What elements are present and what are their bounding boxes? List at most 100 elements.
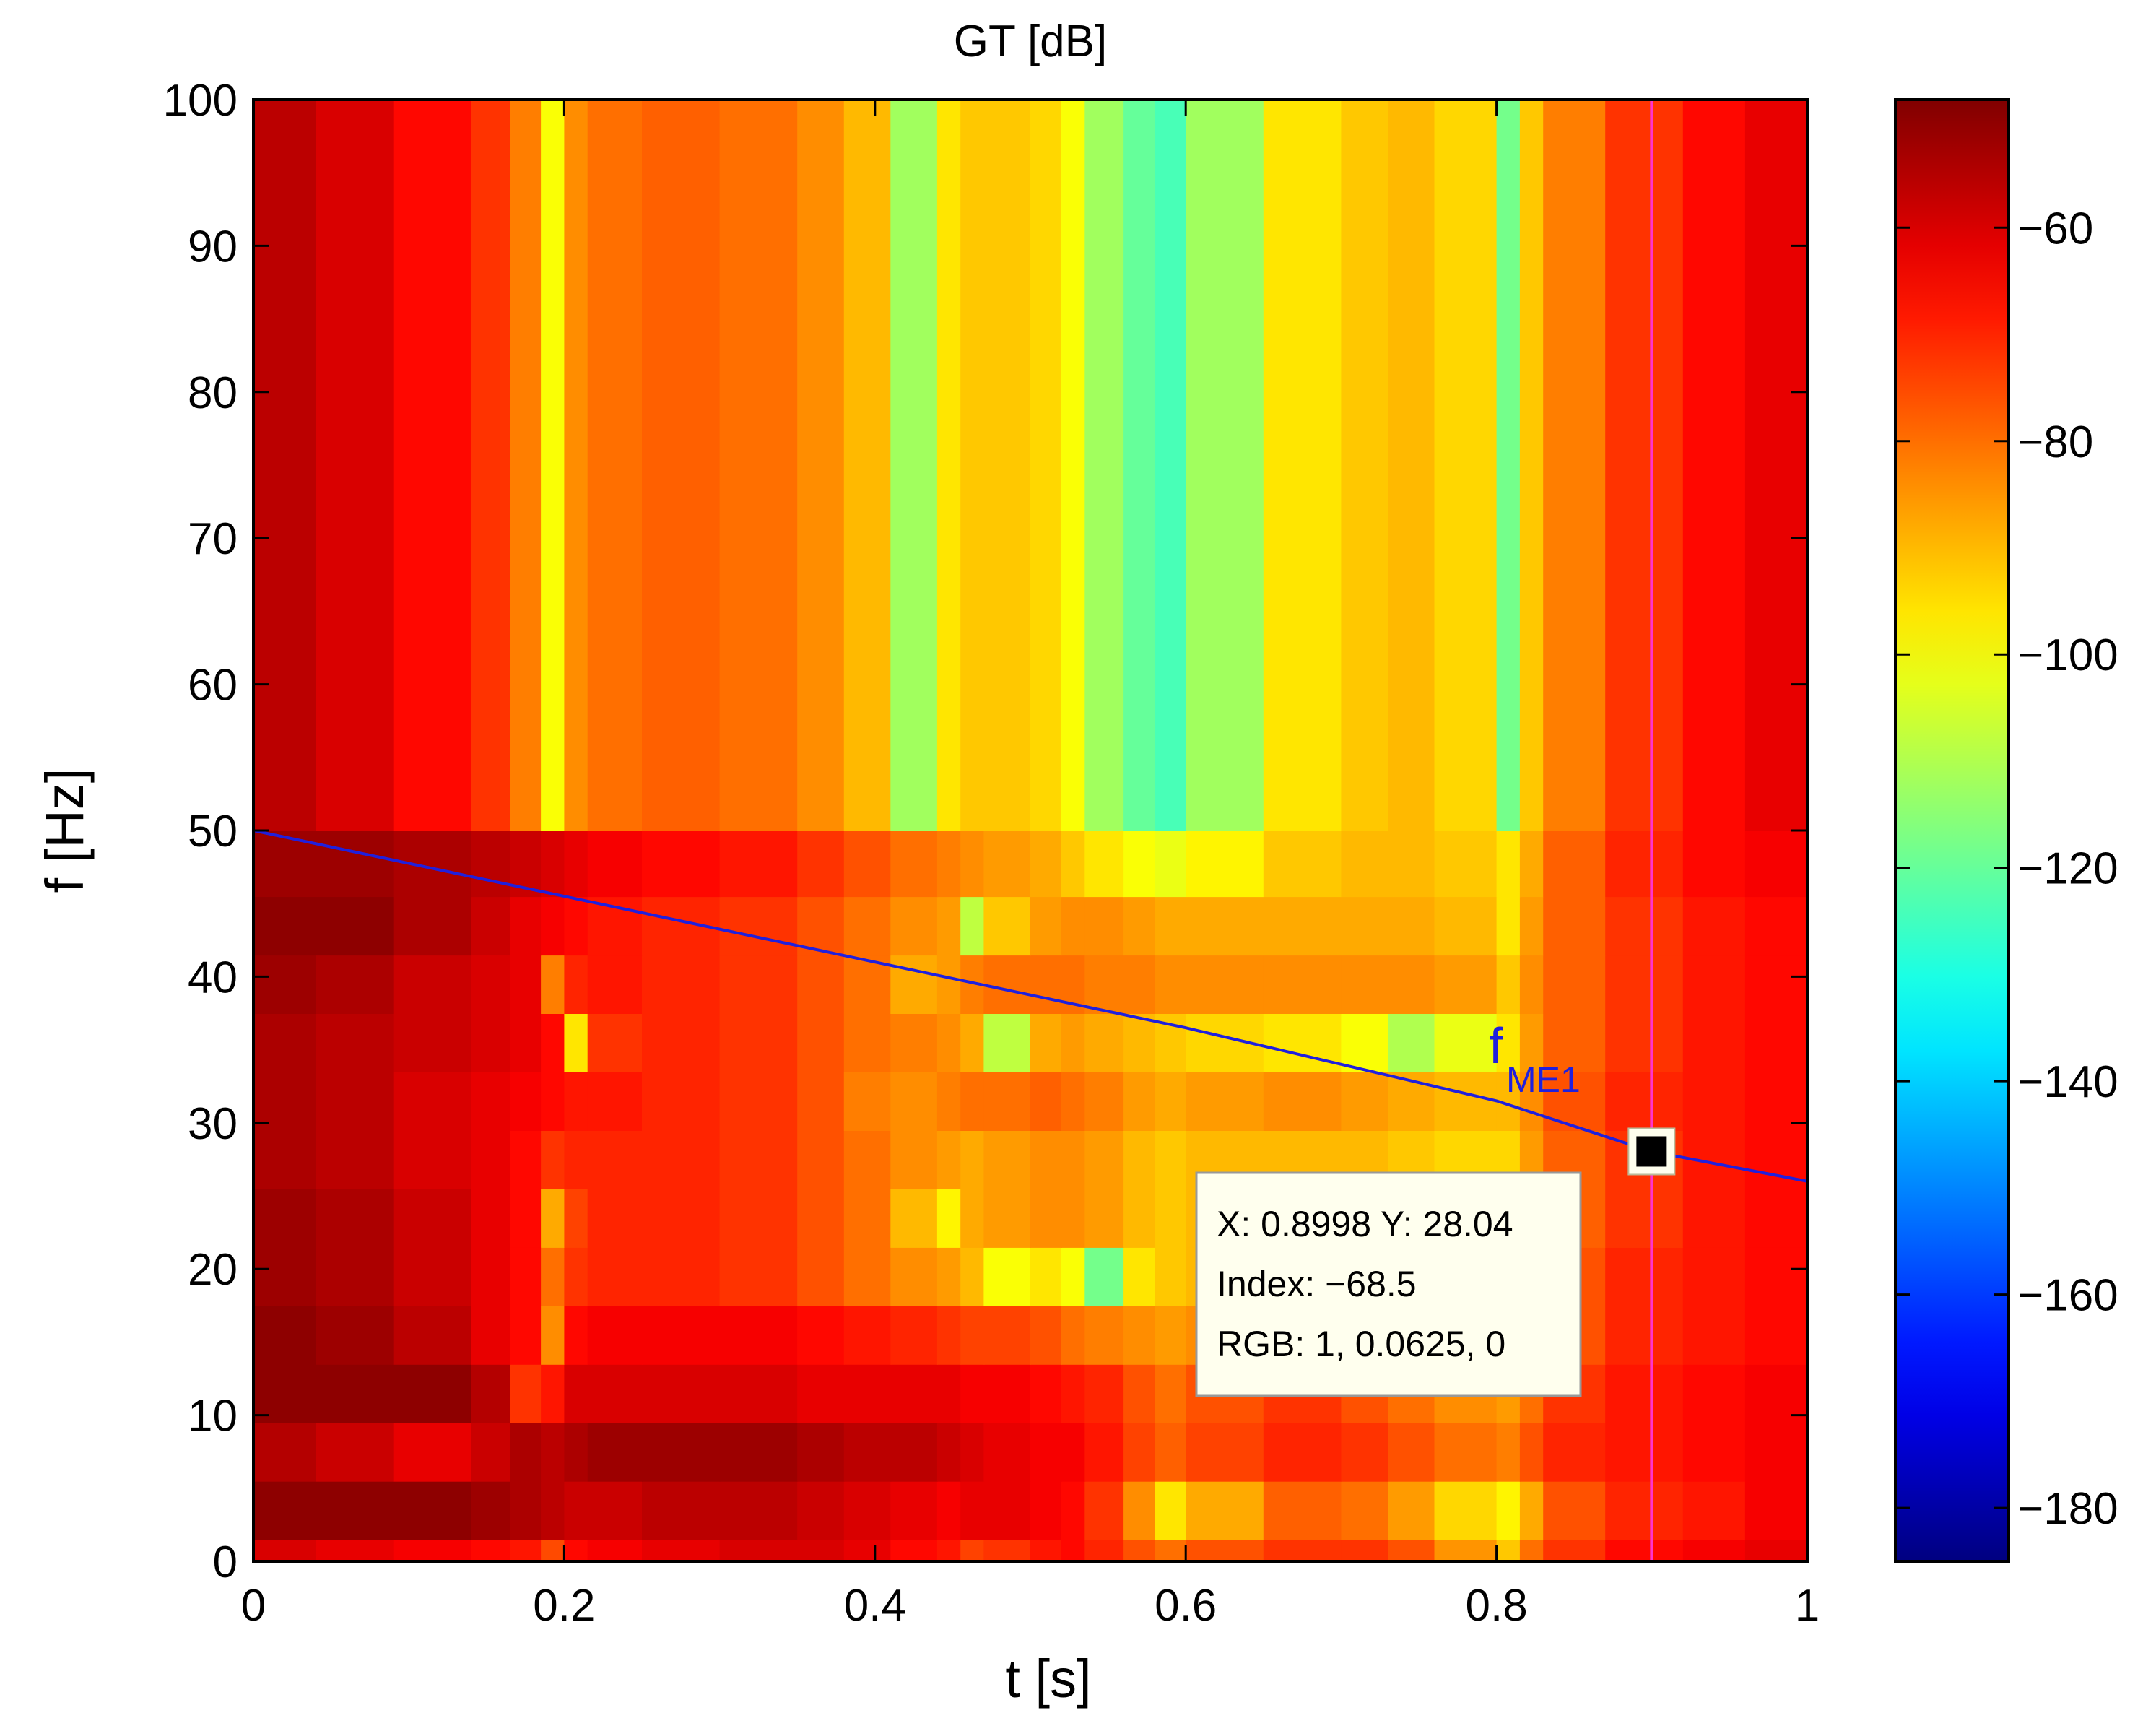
- heatmap-cell: [541, 1129, 565, 1189]
- heatmap-cell: [719, 1188, 799, 1248]
- y-axis: 0 10 20 30 40 50 60 70 80 90 100: [163, 76, 1807, 1587]
- heatmap-cell: [564, 1480, 588, 1540]
- heatmap-cell: [642, 1539, 721, 1561]
- heatmap-cell: [1388, 896, 1435, 956]
- heatmap-cell: [1084, 100, 1125, 831]
- heatmap-cell: [1434, 1539, 1498, 1561]
- heatmap-cell: [1388, 1422, 1435, 1482]
- heatmap-cell: [587, 1129, 643, 1189]
- heatmap-cell: [510, 1246, 542, 1306]
- colorbar-tick-label: −140: [2017, 1057, 2118, 1107]
- heatmap-cell: [1682, 1480, 1746, 1540]
- heatmap-cell: [1061, 1013, 1086, 1072]
- heatmap-cell: [797, 1013, 845, 1072]
- heatmap-cell: [1605, 100, 1684, 831]
- heatmap-cell: [1341, 1072, 1388, 1131]
- heatmap-cell: [843, 1539, 892, 1561]
- heatmap-cell: [1682, 100, 1746, 831]
- x-tick-label: 0.4: [844, 1581, 906, 1631]
- heatmap-cell: [316, 830, 394, 898]
- heatmap-cell: [960, 1188, 985, 1248]
- y-tick-label: 70: [188, 514, 238, 564]
- heatmap-cell: [1030, 1246, 1062, 1306]
- heatmap-cell: [587, 1480, 643, 1540]
- heatmap-cell: [316, 1013, 394, 1072]
- heatmap-cell: [1263, 100, 1342, 831]
- data-tip-line-xy: X: 0.8998 Y: 28.04: [1217, 1204, 1513, 1244]
- heatmap-cell: [541, 1422, 565, 1482]
- heatmap-cell: [843, 1013, 892, 1072]
- heatmap-cell: [587, 896, 643, 956]
- heatmap-cell: [1605, 1072, 1684, 1131]
- heatmap-cell: [1123, 1246, 1156, 1306]
- heatmap-cell: [960, 1072, 985, 1131]
- y-tick-label: 60: [188, 661, 238, 711]
- heatmap-cell: [642, 1129, 721, 1189]
- heatmap-cell: [797, 1072, 845, 1131]
- heatmap-cell: [1682, 1072, 1746, 1131]
- heatmap-cell: [983, 1422, 1031, 1482]
- heatmap-cell: [1543, 1422, 1607, 1482]
- heatmap-cell: [564, 100, 588, 831]
- y-axis-label: f [Hz]: [35, 768, 95, 893]
- heatmap-cell: [1084, 1072, 1125, 1131]
- heatmap-cell: [843, 1129, 892, 1189]
- heatmap-cell: [1605, 1539, 1684, 1561]
- heatmap-cell: [1543, 830, 1607, 898]
- heatmap-cell: [1030, 1188, 1062, 1248]
- heatmap-cell: [936, 1422, 962, 1482]
- heatmap-cell: [1496, 1422, 1521, 1482]
- heatmap-cell: [253, 896, 317, 956]
- heatmap-cell: [316, 1305, 394, 1365]
- heatmap-cell: [471, 830, 511, 898]
- heatmap-cell: [1061, 830, 1086, 898]
- heatmap-cell: [1682, 1013, 1746, 1072]
- heatmap-cell: [936, 1305, 962, 1365]
- heatmap-cell: [843, 1072, 892, 1131]
- heatmap-cell: [510, 1188, 542, 1248]
- colorbar-tick-label: −160: [2017, 1271, 2118, 1321]
- heatmap-cell: [1682, 1305, 1746, 1365]
- heatmap-cell: [1496, 1480, 1521, 1540]
- heatmap-cell: [587, 1246, 643, 1306]
- heatmap-cell: [936, 1539, 962, 1561]
- heatmap-cell: [1263, 1013, 1342, 1072]
- cursor-marker: [1636, 1136, 1667, 1167]
- heatmap-cell: [541, 1072, 565, 1131]
- heatmap-cell: [642, 1246, 721, 1306]
- heatmap-cell: [843, 1246, 892, 1306]
- heatmap-cell: [1388, 955, 1435, 1014]
- heatmap-cell: [1186, 1422, 1264, 1482]
- heatmap-cell: [1030, 896, 1062, 956]
- heatmap-cell: [510, 1422, 542, 1482]
- heatmap-cell: [1123, 830, 1156, 898]
- heatmap-cell: [983, 896, 1031, 956]
- heatmap-cell: [936, 1013, 962, 1072]
- heatmap-cell: [642, 830, 721, 898]
- heatmap-cell: [564, 1013, 588, 1072]
- heatmap-cell: [1155, 100, 1187, 831]
- heatmap-cell: [471, 955, 511, 1014]
- heatmap-cell: [1744, 1363, 1807, 1423]
- heatmap-cell: [1434, 830, 1498, 898]
- heatmap-cell: [316, 1539, 394, 1561]
- heatmap-cell: [797, 896, 845, 956]
- heatmap-cell: [316, 955, 394, 1014]
- data-tip-line-rgb: RGB: 1, 0.0625, 0: [1217, 1324, 1505, 1364]
- y-tick-label: 80: [188, 368, 238, 418]
- heatmap-cell: [1519, 830, 1544, 898]
- heatmap-cell: [890, 1013, 938, 1072]
- heatmap-cell: [541, 1539, 565, 1561]
- heatmap-cell: [564, 830, 588, 898]
- heatmap-cell: [1084, 1539, 1125, 1561]
- heatmap-cell: [393, 1129, 472, 1189]
- x-tick-label: 0: [241, 1581, 266, 1631]
- heatmap-cell: [1682, 1539, 1746, 1561]
- heatmap-cell: [564, 896, 588, 956]
- heatmap-cell: [1605, 830, 1684, 898]
- heatmap-cell: [797, 1363, 845, 1423]
- heatmap-cell: [1030, 1480, 1062, 1540]
- heatmap-cell: [960, 1422, 985, 1482]
- heatmap-cell: [471, 1363, 511, 1423]
- heatmap-cell: [1744, 1422, 1807, 1482]
